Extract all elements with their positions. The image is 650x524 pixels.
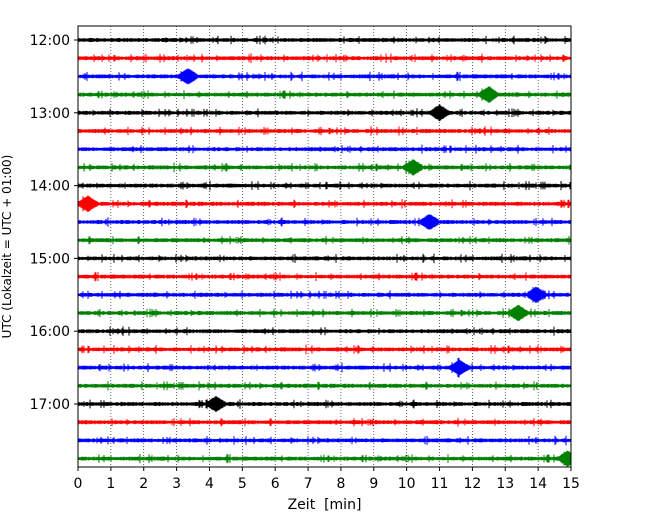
seismogram-trace (77, 381, 572, 391)
seismogram-trace (77, 159, 572, 176)
x-tick-label: 12 (463, 476, 481, 492)
seismogram-trace (77, 435, 572, 446)
x-tick-label: 9 (369, 476, 378, 492)
x-tick-label: 10 (398, 476, 416, 492)
x-tick-label: 14 (529, 476, 547, 492)
seismogram-trace (77, 450, 572, 467)
y-ticks: 12:00 13:00 14:00 15:00 16:00 17:00 (30, 33, 78, 413)
y-tick-label: 15:00 (30, 251, 70, 267)
seismogram-trace (77, 126, 572, 136)
x-tick-label: 15 (562, 476, 580, 492)
seismogram-trace (77, 286, 572, 303)
seismogram-trace (77, 214, 572, 230)
seismogram-trace (77, 395, 572, 413)
plot-frame (77, 25, 572, 468)
seismogram-trace (77, 417, 572, 427)
seismogram-trace (77, 344, 572, 355)
seismogram-trace (77, 68, 572, 85)
x-tick-label: 3 (172, 476, 181, 492)
x-tick-label: 8 (336, 476, 345, 492)
y-tick-label: 16:00 (30, 324, 70, 340)
y-tick-label: 13:00 (30, 106, 70, 122)
seismogram-trace (77, 357, 572, 378)
seismogram-trace (77, 253, 572, 264)
x-tick-label: 4 (205, 476, 214, 492)
seismogram-trace (77, 271, 572, 282)
y-tick-label: 14:00 (30, 179, 70, 195)
x-tick-label: 0 (74, 476, 83, 492)
x-ticks: 0 1 2 3 4 5 6 7 8 9 10 11 12 13 14 15 (74, 467, 580, 492)
y-axis-label: UTC (Lokalzeit = UTC + 01:00) (0, 155, 14, 339)
seismogram-trace (77, 104, 572, 122)
seismogram-trace (77, 35, 572, 45)
seismogram-trace (77, 53, 572, 63)
x-tick-label: 11 (431, 476, 449, 492)
seismogram-trace (77, 180, 572, 191)
x-tick-label: 2 (139, 476, 148, 492)
seismogram-trace (77, 235, 572, 245)
x-tick-label: 5 (238, 476, 247, 492)
y-tick-label: 12:00 (30, 33, 70, 49)
x-tick-label: 13 (496, 476, 514, 492)
seismogram-trace (77, 86, 572, 103)
seismogram-trace (77, 144, 572, 154)
y-tick-label: 17:00 (30, 397, 70, 413)
seismogram-trace (77, 195, 572, 213)
seismogram-trace (77, 304, 572, 322)
x-tick-label: 7 (304, 476, 313, 492)
seismogram-trace (77, 326, 572, 336)
x-tick-label: 1 (106, 476, 115, 492)
traces-layer (77, 35, 572, 467)
x-axis-label: Zeit [min] (288, 497, 362, 513)
grid-layer (110, 26, 539, 467)
x-tick-label: 6 (271, 476, 280, 492)
